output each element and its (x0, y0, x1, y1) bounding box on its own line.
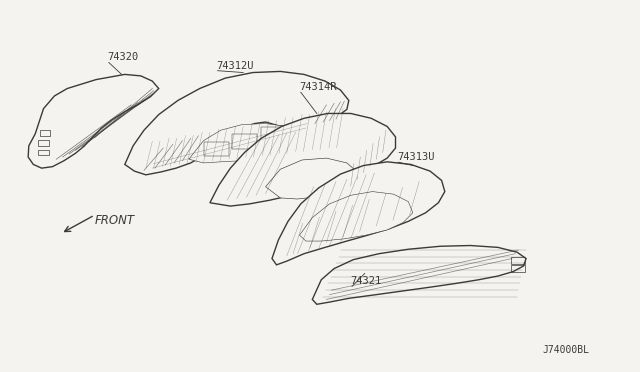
Text: 74314R: 74314R (300, 82, 337, 92)
Text: J74000BL: J74000BL (543, 346, 589, 355)
Polygon shape (189, 124, 306, 163)
Polygon shape (210, 113, 396, 206)
Polygon shape (300, 192, 413, 241)
Text: 74320: 74320 (108, 52, 139, 62)
Polygon shape (125, 71, 349, 175)
Text: 74313U: 74313U (397, 152, 435, 162)
Text: 74312U: 74312U (216, 61, 254, 71)
Polygon shape (28, 74, 159, 168)
Polygon shape (266, 158, 357, 199)
Polygon shape (312, 246, 526, 304)
Text: FRONT: FRONT (95, 214, 135, 227)
Text: 74321: 74321 (351, 276, 382, 286)
Polygon shape (272, 162, 445, 265)
